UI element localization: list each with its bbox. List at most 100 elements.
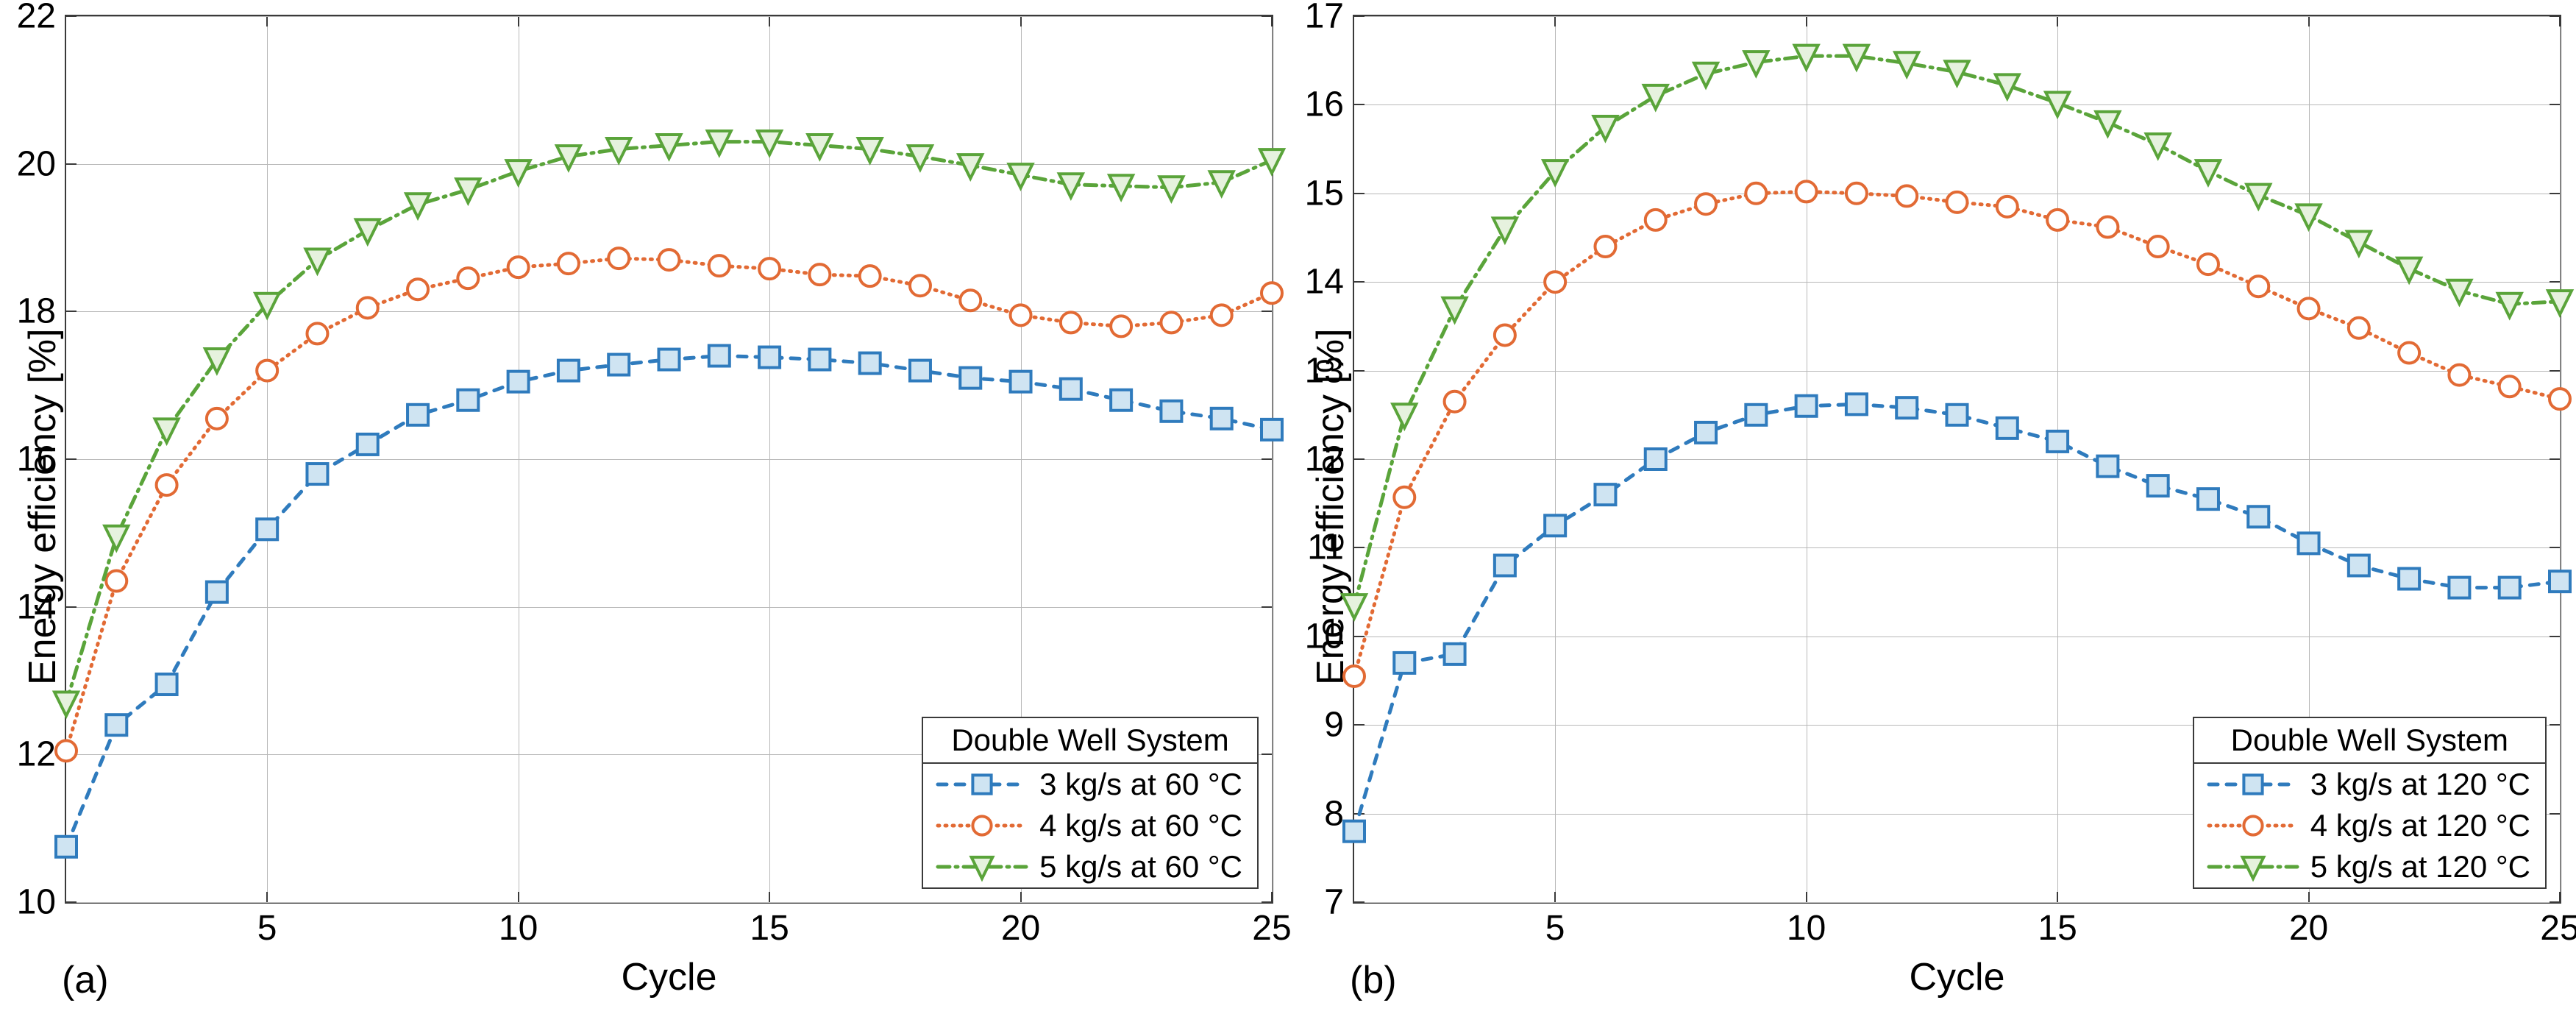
series-marker-s4 (1997, 196, 2018, 217)
series-marker-s3 (809, 350, 830, 370)
legend-swatch-icon (938, 771, 1026, 798)
series-marker-s5 (1694, 63, 1718, 87)
series-marker-s5 (2046, 92, 2069, 116)
series-marker-s4 (1061, 312, 1081, 333)
series-marker-s3 (2148, 475, 2168, 496)
plot-area-b: 5101520257891011121314151617Double Well … (1353, 15, 2561, 904)
xlabel-b: Cycle (1909, 955, 2004, 999)
series-marker-s3 (910, 361, 931, 381)
series-marker-s5 (104, 526, 128, 550)
series-marker-s3 (257, 519, 277, 539)
series-marker-s3 (2248, 506, 2269, 527)
series-marker-s5 (1593, 116, 1617, 140)
series-marker-s4 (759, 258, 780, 279)
ytick-label: 12 (1305, 439, 1344, 480)
series-marker-s3 (2449, 578, 2469, 598)
legend-swatch-icon (938, 812, 1026, 839)
plot-area-a: 51015202510121416182022Double Well Syste… (65, 15, 1273, 904)
series-marker-s4 (1111, 316, 1131, 336)
ytick-label: 15 (1305, 173, 1344, 213)
series-marker-s3 (659, 350, 680, 370)
series-marker-s4 (2047, 210, 2068, 230)
series-marker-s4 (558, 253, 579, 274)
series-marker-s3 (1161, 401, 1181, 422)
series-marker-s5 (2297, 205, 2321, 228)
series-marker-s3 (2550, 571, 2570, 592)
series-marker-s4 (1161, 312, 1181, 333)
legend-item: 5 kg/s at 120 °C (2194, 846, 2545, 887)
series-marker-s4 (1262, 283, 1282, 303)
series-marker-s4 (1545, 272, 1565, 292)
panel-b: Energy efficiency [%] 510152025789101112… (1303, 15, 2561, 999)
series-marker-s3 (106, 715, 127, 735)
ytick-label: 9 (1324, 705, 1344, 745)
series-marker-s4 (860, 266, 880, 286)
series-marker-s3 (1445, 644, 1465, 664)
series-marker-s3 (1896, 397, 1917, 418)
series-marker-s4 (1211, 305, 1232, 325)
series-marker-s3 (2198, 489, 2219, 509)
ytick-label: 8 (1324, 793, 1344, 834)
series-marker-s4 (809, 264, 830, 285)
ylabel-b: Energy efficiency [%] (1303, 15, 1353, 999)
ytick-label: 18 (17, 291, 56, 332)
series-marker-s4 (1445, 391, 1465, 412)
series-marker-s4 (2148, 236, 2168, 257)
series-marker-s3 (1495, 555, 1515, 575)
legend-label: 3 kg/s at 60 °C (1039, 767, 1242, 802)
legend-swatch-icon (2209, 812, 2297, 839)
ytick-label: 7 (1324, 882, 1344, 923)
series-marker-s4 (1394, 487, 1415, 508)
series-marker-s3 (608, 355, 629, 375)
series-marker-s5 (1493, 218, 1517, 241)
ytick-label: 16 (1305, 85, 1344, 125)
series-marker-s4 (1011, 305, 1031, 325)
legend-label: 5 kg/s at 120 °C (2310, 849, 2530, 884)
ytick-label: 11 (1307, 528, 1344, 568)
series-marker-s5 (2347, 231, 2371, 255)
series-marker-s3 (2399, 569, 2419, 589)
legend-title: Double Well System (923, 718, 1257, 764)
series-marker-s4 (1344, 666, 1365, 687)
legend-item: 4 kg/s at 60 °C (923, 805, 1257, 846)
series-marker-s4 (608, 248, 629, 269)
series-marker-s4 (307, 323, 327, 344)
ytick-label: 12 (17, 734, 56, 775)
series-marker-s4 (508, 257, 529, 277)
legend-item: 3 kg/s at 60 °C (923, 764, 1257, 805)
series-marker-s3 (860, 353, 880, 374)
legend-swatch-icon (938, 854, 1026, 880)
series-marker-s4 (1896, 185, 1917, 206)
series-marker-s3 (1997, 418, 2018, 439)
series-marker-s3 (1746, 405, 1766, 425)
series-marker-s3 (1796, 396, 1817, 416)
ytick-label: 10 (1305, 616, 1344, 656)
series-marker-s4 (257, 361, 277, 381)
ytick-label: 22 (17, 0, 56, 37)
series-marker-s4 (1947, 192, 1968, 213)
series-marker-s5 (1443, 298, 1467, 322)
series-marker-s4 (207, 408, 227, 429)
series-marker-s3 (408, 405, 428, 425)
xlabel-a: Cycle (621, 955, 716, 999)
series-marker-s5 (2096, 112, 2119, 135)
series-marker-s3 (1211, 408, 1232, 429)
series-marker-s4 (1595, 236, 1615, 257)
series-marker-s3 (2499, 578, 2520, 598)
series-marker-s4 (1696, 194, 1716, 214)
series-marker-s4 (458, 268, 478, 288)
series-line-s5 (1354, 56, 2560, 605)
legend-a: Double Well System 3 kg/s at 60 °C 4 kg/… (922, 717, 1259, 889)
legend-label: 3 kg/s at 120 °C (2310, 767, 2530, 802)
series-marker-s3 (458, 390, 478, 411)
series-marker-s3 (759, 347, 780, 368)
series-marker-s4 (960, 290, 981, 311)
series-marker-s5 (2397, 258, 2421, 282)
series-marker-s5 (1644, 85, 1668, 109)
series-marker-s3 (508, 372, 529, 392)
series-marker-s4 (2349, 318, 2369, 338)
legend-item: 5 kg/s at 60 °C (923, 846, 1257, 887)
series-line-s4 (66, 258, 1272, 751)
ytick-label: 10 (17, 882, 56, 923)
series-marker-s3 (307, 464, 327, 484)
